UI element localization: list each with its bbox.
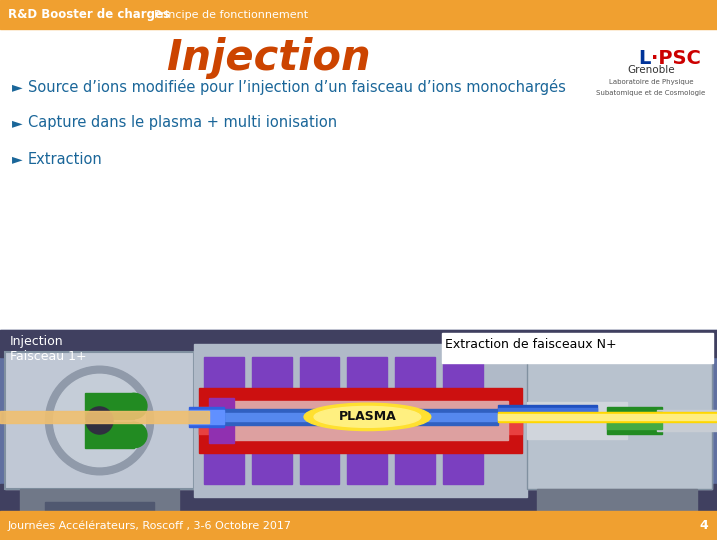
Bar: [528, 352, 711, 489]
Bar: [498, 412, 716, 422]
Bar: [20, 489, 179, 511]
Bar: [5, 352, 194, 489]
Bar: [443, 357, 482, 411]
Text: Principe de fonctionnement: Principe de fonctionnement: [154, 10, 308, 19]
Bar: [498, 408, 597, 412]
Text: Source d’ions modifiée pour l’injection d’un faisceau d’ions monochargés: Source d’ions modifiée pour l’injection …: [28, 79, 566, 95]
Text: PLASMA: PLASMA: [338, 410, 396, 423]
Text: Extraction de faisceaux N+: Extraction de faisceaux N+: [445, 338, 616, 351]
Bar: [498, 414, 716, 420]
Text: Grenoble: Grenoble: [627, 65, 675, 75]
Bar: [498, 405, 597, 412]
Bar: [587, 32, 714, 117]
Bar: [219, 413, 498, 421]
Bar: [347, 429, 387, 484]
Bar: [219, 409, 498, 425]
Text: ►: ►: [12, 116, 22, 130]
Text: L: L: [639, 49, 651, 68]
Text: ·PSC: ·PSC: [651, 49, 701, 68]
Text: Injection: Injection: [166, 37, 371, 79]
Bar: [189, 410, 224, 424]
Text: Subatomique et de Cosmologie: Subatomique et de Cosmologie: [596, 90, 706, 96]
Bar: [194, 345, 528, 496]
Text: R&D Booster de charges: R&D Booster de charges: [8, 8, 170, 21]
Bar: [300, 429, 339, 484]
Text: 4: 4: [700, 519, 708, 532]
Text: Extraction: Extraction: [28, 152, 103, 166]
Bar: [395, 357, 435, 411]
Bar: [443, 429, 482, 484]
Text: Journées Accélérateurs, Roscoff , 3-6 Octobre 2017: Journées Accélérateurs, Roscoff , 3-6 Oc…: [8, 520, 292, 531]
Bar: [204, 357, 244, 411]
Bar: [607, 407, 662, 434]
Bar: [214, 401, 508, 440]
Ellipse shape: [314, 407, 420, 427]
Circle shape: [45, 366, 153, 475]
Bar: [537, 489, 697, 511]
Bar: [84, 422, 135, 448]
Bar: [657, 410, 716, 431]
Bar: [204, 429, 244, 484]
Bar: [0, 330, 716, 511]
Bar: [607, 413, 662, 429]
Bar: [199, 408, 523, 434]
Bar: [199, 388, 523, 453]
Bar: [0, 511, 716, 540]
Bar: [189, 407, 224, 427]
Bar: [528, 402, 627, 438]
Ellipse shape: [304, 403, 431, 430]
Bar: [209, 397, 234, 443]
Bar: [252, 429, 292, 484]
Circle shape: [122, 393, 147, 418]
Bar: [0, 0, 716, 29]
Circle shape: [122, 422, 147, 448]
Circle shape: [86, 407, 113, 434]
Bar: [528, 352, 711, 489]
Bar: [0, 411, 209, 423]
Bar: [0, 330, 716, 357]
Bar: [395, 429, 435, 484]
Bar: [252, 357, 292, 411]
Bar: [0, 484, 716, 511]
Text: ►: ►: [12, 80, 22, 94]
Bar: [442, 333, 713, 363]
Bar: [45, 502, 154, 511]
Bar: [347, 357, 387, 411]
Bar: [5, 352, 194, 489]
Text: Capture dans le plasma + multi ionisation: Capture dans le plasma + multi ionisatio…: [28, 116, 337, 131]
Bar: [300, 357, 339, 411]
Text: Injection
Faisceau 1+: Injection Faisceau 1+: [10, 335, 86, 363]
Text: ►: ►: [12, 152, 22, 166]
Bar: [84, 393, 135, 418]
Text: Laboratoire de Physique: Laboratoire de Physique: [608, 79, 693, 85]
Circle shape: [53, 374, 145, 467]
